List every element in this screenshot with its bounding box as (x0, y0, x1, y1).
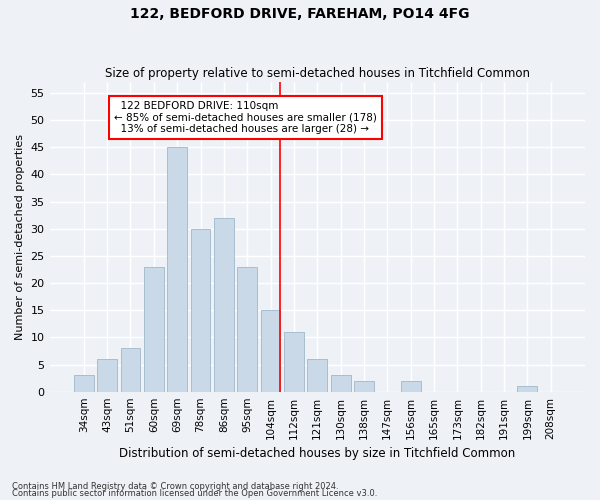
Bar (121, 348, 140, 392)
Bar (401, 381, 421, 392)
Text: Contains HM Land Registry data © Crown copyright and database right 2024.: Contains HM Land Registry data © Crown c… (12, 482, 338, 491)
Bar (144, 266, 164, 392)
Bar (284, 332, 304, 392)
Text: Contains public sector information licensed under the Open Government Licence v3: Contains public sector information licen… (12, 489, 377, 498)
Bar (354, 381, 374, 392)
Bar (331, 376, 350, 392)
Bar (74, 376, 94, 392)
Title: Size of property relative to semi-detached houses in Titchfield Common: Size of property relative to semi-detach… (105, 66, 530, 80)
Bar (97, 359, 117, 392)
Bar (238, 266, 257, 392)
X-axis label: Distribution of semi-detached houses by size in Titchfield Common: Distribution of semi-detached houses by … (119, 447, 515, 460)
Bar (214, 218, 234, 392)
Bar (167, 147, 187, 392)
Bar (260, 310, 280, 392)
Y-axis label: Number of semi-detached properties: Number of semi-detached properties (15, 134, 25, 340)
Text: 122, BEDFORD DRIVE, FAREHAM, PO14 4FG: 122, BEDFORD DRIVE, FAREHAM, PO14 4FG (130, 8, 470, 22)
Bar (191, 228, 211, 392)
Bar (307, 359, 327, 392)
Bar (517, 386, 538, 392)
Text: 122 BEDFORD DRIVE: 110sqm
← 85% of semi-detached houses are smaller (178)
  13% : 122 BEDFORD DRIVE: 110sqm ← 85% of semi-… (114, 101, 377, 134)
